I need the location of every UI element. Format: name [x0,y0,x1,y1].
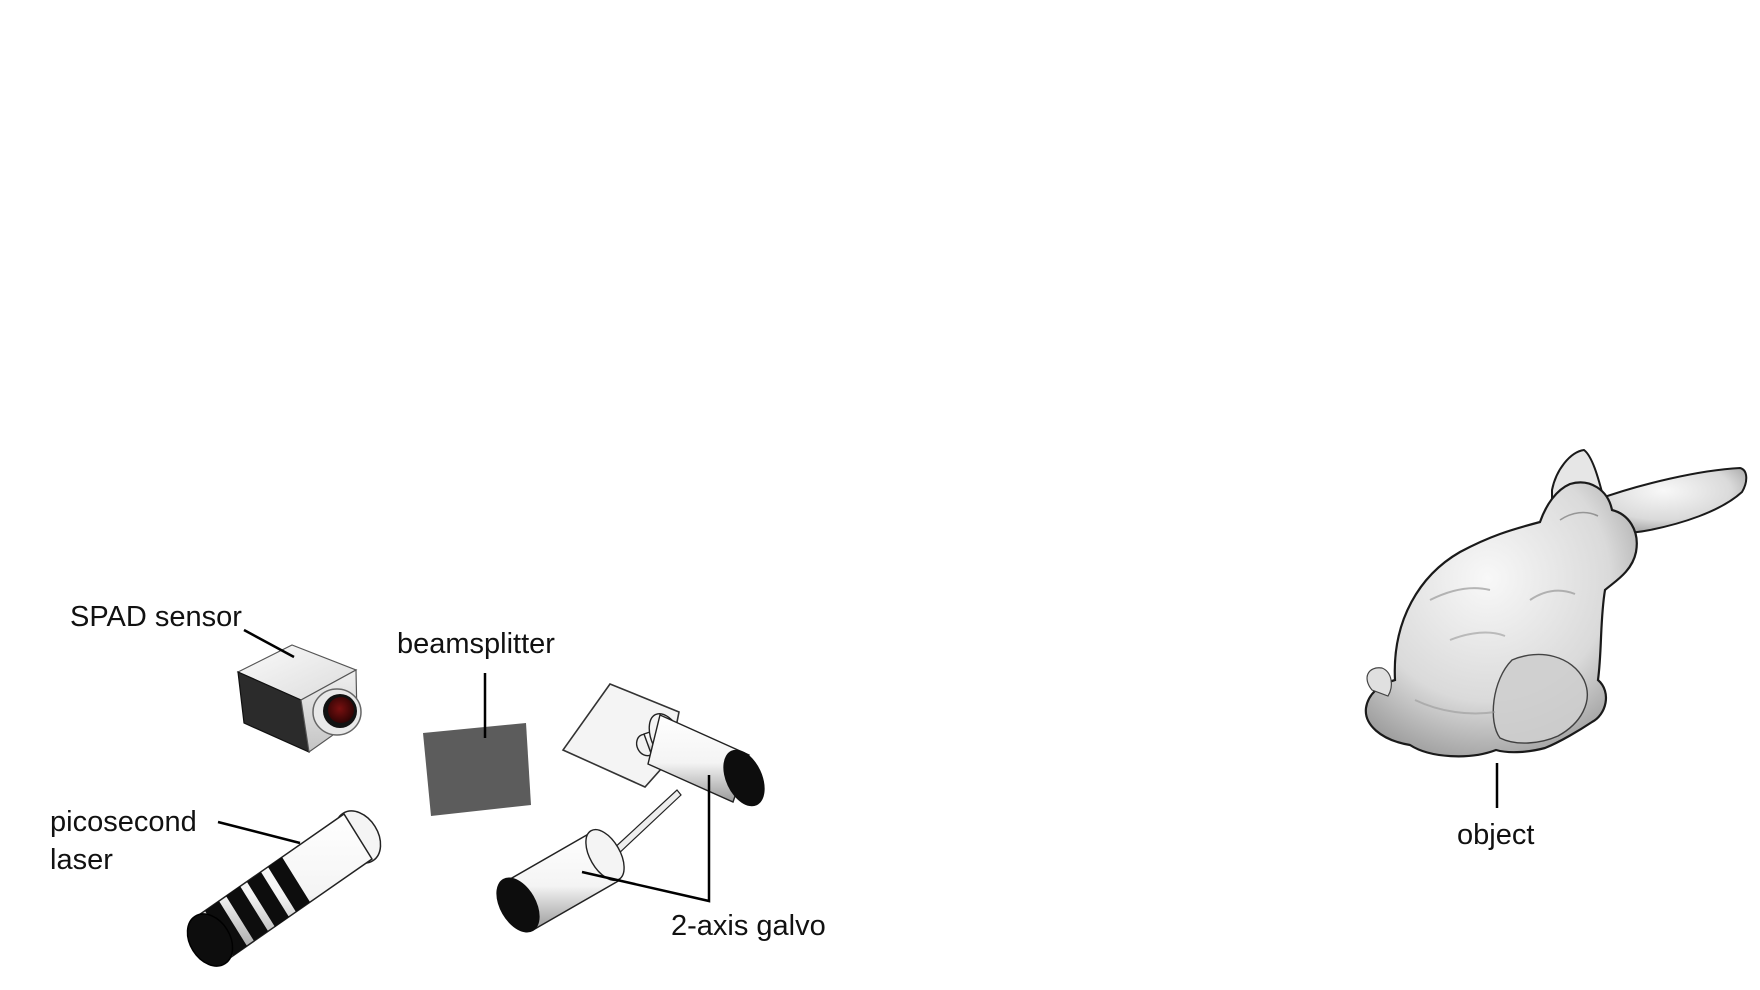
galvo-label: 2-axis galvo [671,910,826,942]
laser-label-line2: laser [50,844,113,876]
spad-leader-line [243,628,295,659]
laser-label-line1: picosecond [50,806,197,838]
spad-sensor-icon [236,644,362,754]
object-label: object [1457,819,1535,851]
laser-leader-line [217,820,301,845]
bunny-object-icon [1364,448,1748,758]
beamsplitter-icon [423,723,531,816]
galvo-leader-line [581,775,711,903]
beamsplitter-label: beamsplitter [397,628,555,660]
galvo-icon [496,683,765,933]
laser-label: picosecond laser [50,803,197,879]
laser-icon [186,810,382,967]
spad-sensor-label: SPAD sensor [70,601,242,633]
